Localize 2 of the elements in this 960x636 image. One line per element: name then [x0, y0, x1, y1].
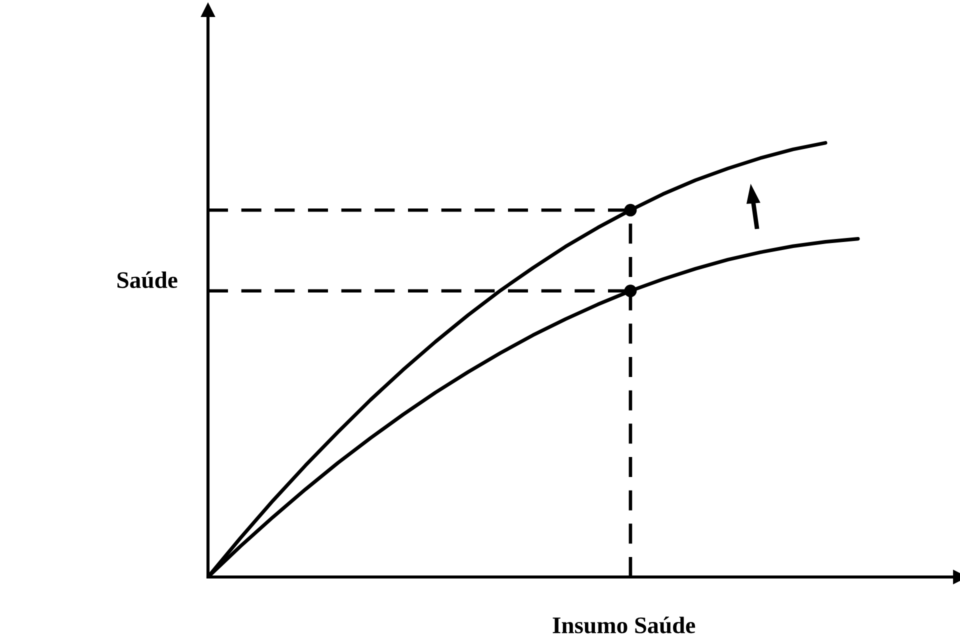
x-axis-title: Insumo Saúde — [552, 616, 696, 634]
y-axis-title: Saúde — [118, 271, 178, 288]
